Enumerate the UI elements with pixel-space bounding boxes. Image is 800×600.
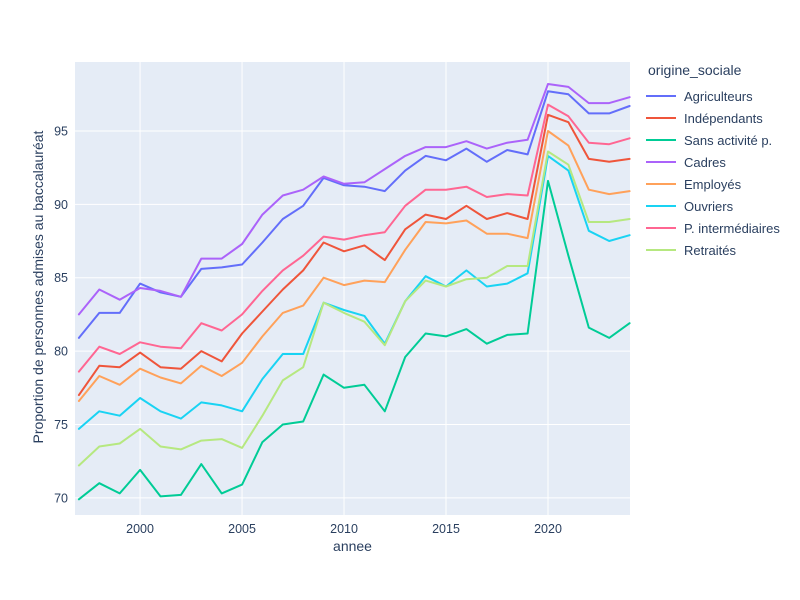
y-tick-label: 75	[54, 418, 68, 432]
legend-item-cadres[interactable]: Cadres	[646, 151, 798, 173]
legend-item-sans-activite-p[interactable]: Sans activité p.	[646, 129, 798, 151]
legend: origine_sociale Agriculteurs Indépendants…	[646, 62, 798, 261]
legend-title: origine_sociale	[648, 62, 742, 78]
series-line-cadres	[77, 83, 631, 316]
y-tick-label: 90	[54, 198, 68, 212]
legend-item-label: Ouvriers	[684, 198, 734, 214]
y-tick-label: 85	[54, 271, 68, 285]
legend-line-swatch-icon	[646, 161, 676, 163]
legend-item-label: Cadres	[684, 154, 726, 170]
legend-line-swatch-icon	[646, 227, 676, 229]
legend-item-p-intermediaires[interactable]: P. intermédiaires	[646, 217, 798, 239]
x-tick-label: 2000	[126, 522, 154, 536]
y-tick-label: 80	[54, 345, 68, 359]
legend-item-label: Agriculteurs	[684, 88, 753, 104]
x-tick-label: 2010	[330, 522, 358, 536]
legend-line-swatch-icon	[646, 117, 676, 119]
legend-line-swatch-icon	[646, 205, 676, 207]
legend-line-swatch-icon	[646, 183, 676, 185]
legend-item-label: Indépendants	[684, 110, 763, 126]
x-tick-label: 2015	[432, 522, 460, 536]
legend-line-swatch-icon	[646, 95, 676, 97]
legend-item-agriculteurs[interactable]: Agriculteurs	[646, 85, 798, 107]
legend-item-label: P. intermédiaires	[684, 220, 780, 236]
x-tick-label: 2020	[534, 522, 562, 536]
x-axis-title: annee	[333, 538, 372, 554]
y-tick-label: 95	[54, 124, 68, 138]
series-line-retraites	[77, 150, 631, 467]
x-tick-label: 2005	[228, 522, 256, 536]
legend-line-swatch-icon	[646, 139, 676, 141]
legend-item-label: Retraités	[684, 242, 737, 258]
legend-item-employes[interactable]: Employés	[646, 173, 798, 195]
legend-line-swatch-icon	[646, 249, 676, 251]
legend-item-label: Sans activité p.	[684, 132, 773, 148]
legend-item-ouvriers[interactable]: Ouvriers	[646, 195, 798, 217]
series-line-independants	[77, 113, 631, 397]
legend-item-retraites[interactable]: Retraités	[646, 239, 798, 261]
y-tick-label: 70	[54, 491, 68, 505]
y-axis-title: Proportion de personnes admises au bacca…	[30, 130, 46, 444]
series-line-ouvriers	[77, 154, 631, 430]
plot-area[interactable]	[75, 62, 630, 515]
legend-item-independants[interactable]: Indépendants	[646, 107, 798, 129]
series-line-p-intermediaires	[77, 103, 631, 373]
series-line-sans-activite-p	[77, 179, 631, 501]
series-line-employes	[77, 130, 631, 402]
legend-item-label: Employés	[684, 176, 742, 192]
